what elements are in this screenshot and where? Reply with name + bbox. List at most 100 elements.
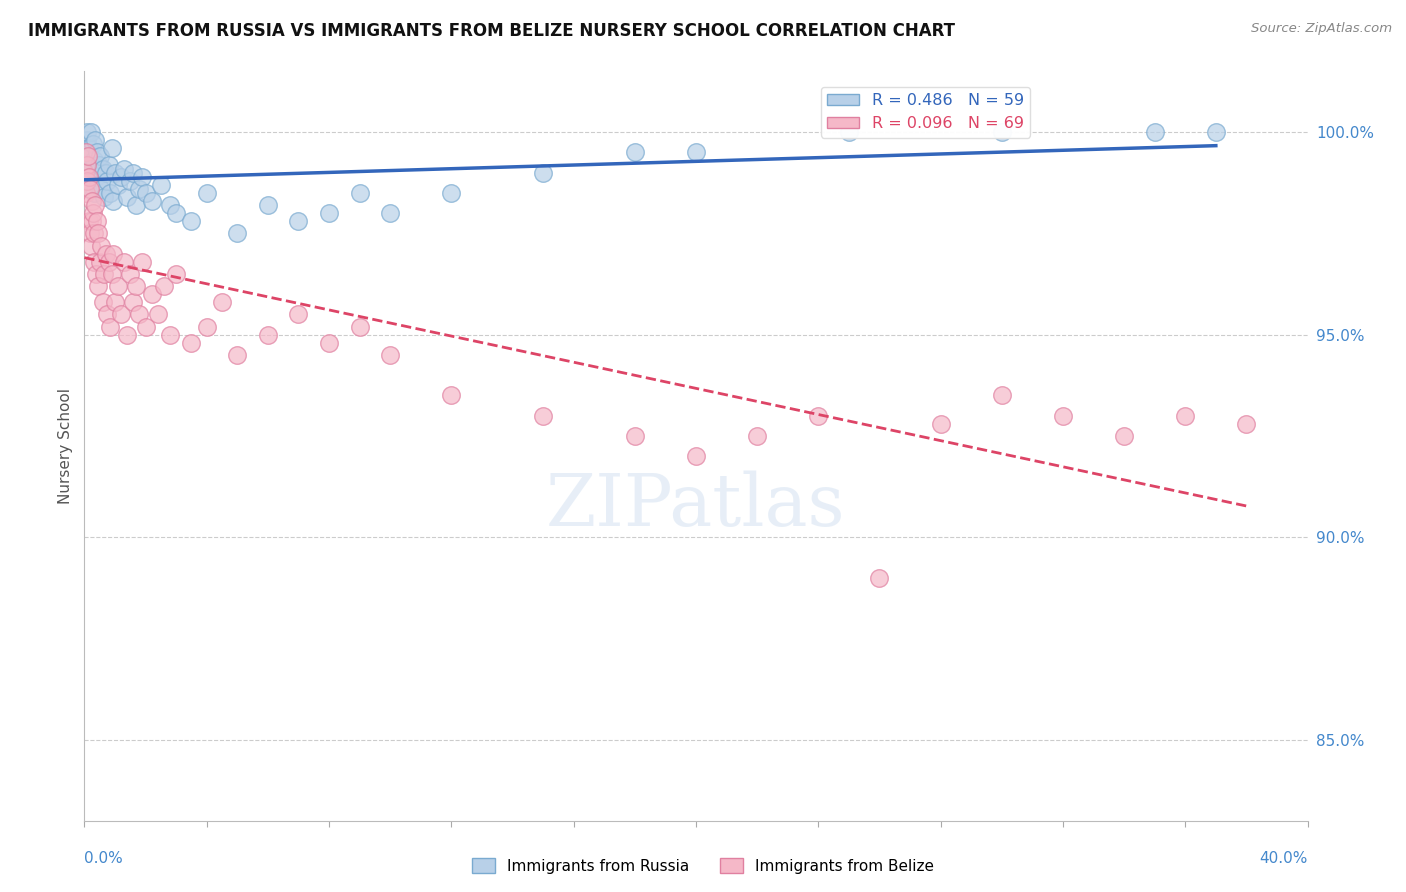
Point [79,149,101,163]
Point [82,214,104,228]
Text: 0.0%: 0.0% [84,851,124,866]
Point [83,254,105,268]
Point [531,166,554,180]
Point [75,145,97,160]
Point [101,141,124,155]
Point [1114,429,1136,443]
Point [86,145,108,160]
Point [349,186,371,200]
Point [104,295,127,310]
Point [112,254,135,268]
Point [180,335,202,350]
Point [115,327,138,342]
Point [153,279,176,293]
Point [991,125,1014,139]
Point [131,169,153,184]
Point [807,409,830,423]
Point [77,141,100,155]
Point [131,254,153,268]
Point [929,417,952,431]
Point [87,157,110,171]
Point [1143,125,1166,139]
Point [75,145,97,160]
Point [120,267,142,281]
Point [104,166,127,180]
Point [318,335,340,350]
Point [79,174,101,188]
Point [685,449,707,463]
Point [165,267,187,281]
Point [1052,409,1074,423]
Point [1174,409,1197,423]
Point [101,267,124,281]
Point [86,214,108,228]
Point [84,267,107,281]
Point [90,238,112,252]
Point [125,279,148,293]
Point [318,206,340,220]
Point [98,186,121,200]
Point [146,307,169,321]
Point [75,186,97,200]
Point [257,198,280,212]
Point [76,157,98,171]
Point [83,186,105,200]
Point [440,186,463,200]
Point [624,429,647,443]
Point [135,319,157,334]
Point [440,388,463,402]
Point [107,178,129,192]
Point [159,327,181,342]
Text: ZIPatlas: ZIPatlas [546,471,846,541]
Point [89,149,111,163]
Point [96,174,118,188]
Point [115,190,138,204]
Point [103,246,125,260]
Point [89,254,111,268]
Point [120,174,142,188]
Point [226,348,249,362]
Point [991,388,1014,402]
Point [82,206,104,220]
Point [83,227,105,241]
Point [122,295,145,310]
Point [1236,417,1258,431]
Point [747,429,769,443]
Point [531,409,554,423]
Point [80,238,103,252]
Point [107,279,129,293]
Point [287,214,309,228]
Point [77,169,100,184]
Point [86,279,108,293]
Point [141,287,163,301]
Point [211,295,233,310]
Point [135,186,157,200]
Point [79,182,101,196]
Point [103,194,125,208]
Point [96,307,118,321]
Point [84,169,107,184]
Y-axis label: Nursery School: Nursery School [58,388,73,504]
Point [195,319,218,334]
Point [149,178,172,192]
Point [94,246,117,260]
Point [180,214,202,228]
Point [97,157,120,171]
Point [869,571,891,585]
Text: IMMIGRANTS FROM RUSSIA VS IMMIGRANTS FROM BELIZE NURSERY SCHOOL CORRELATION CHAR: IMMIGRANTS FROM RUSSIA VS IMMIGRANTS FRO… [28,22,955,40]
Point [110,307,132,321]
Point [128,182,150,196]
Point [83,153,105,168]
Point [165,206,187,220]
Point [380,348,402,362]
Point [76,174,98,188]
Point [90,182,112,196]
Point [380,206,402,220]
Point [84,198,107,212]
Point [84,133,107,147]
Text: Source: ZipAtlas.com: Source: ZipAtlas.com [1251,22,1392,36]
Text: 40.0%: 40.0% [1260,851,1308,866]
Point [195,186,218,200]
Legend: R = 0.486   N = 59, R = 0.096   N = 69: R = 0.486 N = 59, R = 0.096 N = 69 [821,87,1031,137]
Point [112,161,135,176]
